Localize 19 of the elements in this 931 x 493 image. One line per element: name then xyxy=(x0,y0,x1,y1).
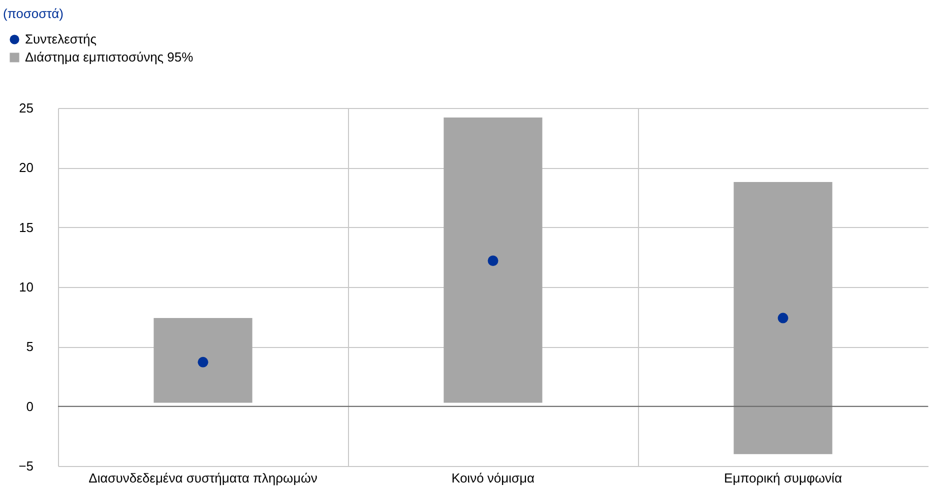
point xyxy=(778,312,788,324)
y-tick-label: 20 xyxy=(19,160,34,176)
x-tick-label: Διασυνδεδεμένα συστήματα πληρωμών xyxy=(88,470,318,486)
bar xyxy=(444,118,542,403)
x-tick-label: Εμπορική συμφωνία xyxy=(724,470,842,486)
y-tick-label: −5 xyxy=(18,458,34,474)
text: (ποσοστά) xyxy=(3,6,64,21)
legend-label: Διάστημα εμπιστοσύνης 95% xyxy=(25,50,194,64)
y-tick-label: 10 xyxy=(19,280,34,294)
y-tick-label: 25 xyxy=(19,100,34,116)
legend-label: Συντελεστής xyxy=(25,32,97,46)
bar xyxy=(734,182,832,454)
y-tick-label: 5 xyxy=(26,339,34,354)
x-tick-label: Κοινό νόμισμα xyxy=(451,470,536,486)
point xyxy=(198,356,208,368)
bar xyxy=(154,318,252,403)
y-tick-label: 0 xyxy=(26,398,34,414)
y-tick-label: 15 xyxy=(19,220,34,235)
point xyxy=(488,256,498,266)
